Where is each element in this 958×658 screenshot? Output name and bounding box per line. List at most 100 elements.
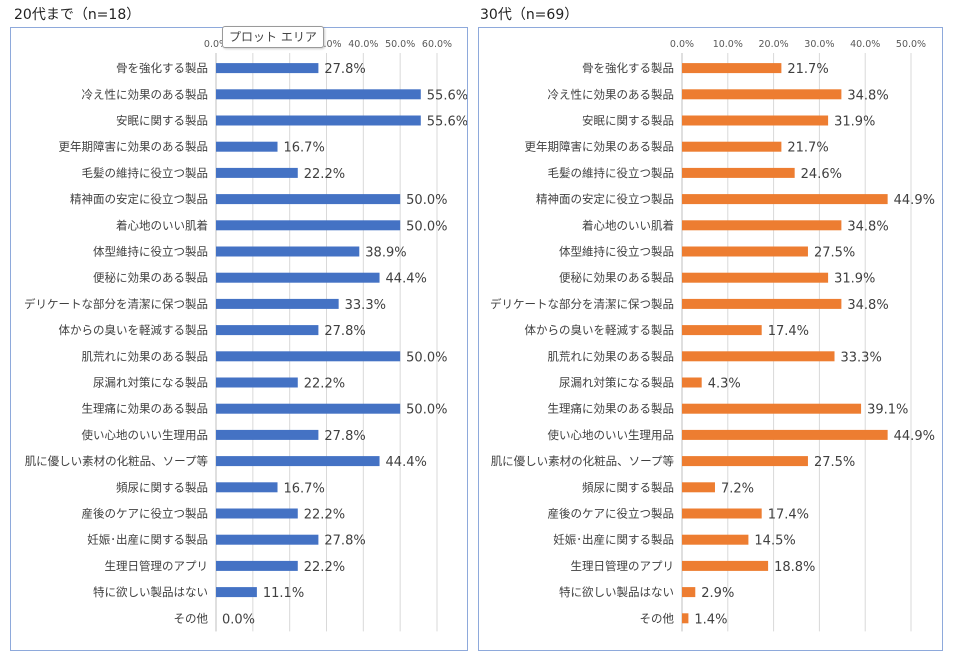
data-label: 18.8% <box>774 560 815 575</box>
bar <box>216 115 421 126</box>
bar-chart-30s: 0.0% 10.0% 20.0% 30.0% 40.0% 50.0% 骨を強化する製品 21.… <box>490 39 935 632</box>
category-label: 体型維持に役立つ製品 <box>93 245 208 259</box>
x-tick-label: 40.0% <box>850 39 880 50</box>
bar <box>216 89 421 100</box>
bar <box>682 351 835 362</box>
bar <box>216 429 319 440</box>
bar <box>682 272 829 283</box>
category-label: デリケートな部分を清潔に保つ製品 <box>490 297 674 311</box>
bar <box>682 377 702 388</box>
bar <box>216 272 380 283</box>
data-label: 22.2% <box>304 560 345 575</box>
x-tick-label: 30.0% <box>311 39 341 50</box>
data-label: 44.4% <box>386 455 427 470</box>
plot-area-tooltip: プロット エリア <box>222 26 324 48</box>
bar <box>216 63 319 74</box>
data-label: 55.6% <box>427 88 467 103</box>
category-label: 骨を強化する製品 <box>582 61 674 75</box>
category-label: 妊娠･出産に関する製品 <box>553 533 674 547</box>
data-label: 50.0% <box>406 219 447 234</box>
data-label: 21.7% <box>787 62 828 77</box>
category-label: 安眠に関する製品 <box>116 114 208 128</box>
x-tick-label: 50.0% <box>385 39 415 50</box>
x-tick-label: 20.0% <box>759 39 789 50</box>
bar <box>682 587 696 598</box>
category-label: 安眠に関する製品 <box>582 114 674 128</box>
data-label: 39.1% <box>867 403 908 418</box>
data-label: 2.9% <box>701 586 734 601</box>
bar <box>682 456 808 467</box>
data-label: 33.3% <box>345 298 386 313</box>
bar <box>682 403 862 414</box>
data-label: 22.2% <box>304 508 345 523</box>
bar <box>216 220 401 231</box>
bar <box>682 508 762 519</box>
bar <box>682 63 782 74</box>
bar <box>216 403 401 414</box>
category-label: 冷え性に効果のある製品 <box>548 87 675 101</box>
category-label: 肌に優しい素材の化粧品、ソープ等 <box>25 454 208 468</box>
category-label: 体からの臭いを軽減する製品 <box>59 323 209 337</box>
category-label: 肌荒れに効果のある製品 <box>82 349 209 363</box>
category-label: 体からの臭いを軽減する製品 <box>525 323 675 337</box>
category-label: 使い心地のいい生理用品 <box>82 428 209 442</box>
bar <box>682 325 762 336</box>
category-label: 尿漏れ対策になる製品 <box>93 376 208 390</box>
category-label: 尿漏れ対策になる製品 <box>559 376 674 390</box>
x-tick-label: 0.0% <box>204 39 228 50</box>
chart-panel-20s[interactable]: 0.0%10.0%20.0%30.0%40.0%50.0%60.0%骨を強化する… <box>10 27 468 651</box>
x-tick-label: 0.0% <box>670 39 694 50</box>
category-label: 使い心地のいい生理用品 <box>548 428 675 442</box>
category-label: 便秘に効果のある製品 <box>93 271 208 285</box>
bar <box>216 560 298 571</box>
bar <box>682 534 749 545</box>
bar <box>216 325 319 336</box>
data-label: 1.4% <box>694 612 727 627</box>
data-label: 44.9% <box>894 429 935 444</box>
bar <box>216 298 339 309</box>
x-tick-label: 30.0% <box>804 39 834 50</box>
chart-panel-30s[interactable]: 0.0% 10.0% 20.0% 30.0% 40.0% 50.0% 骨を強化する製品 21.… <box>478 27 943 651</box>
data-label: 24.6% <box>801 167 842 182</box>
bar <box>216 167 298 178</box>
bar <box>682 167 795 178</box>
category-label: 頻尿に関する製品 <box>116 480 208 494</box>
category-label: その他 <box>174 611 209 625</box>
data-label: 21.7% <box>787 141 828 156</box>
bar <box>682 115 829 126</box>
data-label: 44.9% <box>894 193 935 208</box>
bar <box>216 194 401 205</box>
chart-title-30s: 30代（n=69） <box>480 7 579 23</box>
bar <box>216 482 278 493</box>
bar <box>682 220 842 231</box>
data-label: 33.3% <box>841 350 882 365</box>
category-label: 冷え性に効果のある製品 <box>82 87 209 101</box>
category-label: 着心地のいい肌着 <box>116 218 208 232</box>
category-label: 産後のケアに役立つ製品 <box>548 507 675 521</box>
x-tick-label: 10.0% <box>713 39 743 50</box>
data-label: 31.9% <box>834 272 875 287</box>
bar <box>682 429 888 440</box>
category-label: 更年期障害に効果のある製品 <box>59 140 209 154</box>
category-label: 便秘に効果のある製品 <box>559 271 674 285</box>
bar <box>682 482 715 493</box>
category-label: 生理日管理のアプリ <box>105 559 209 573</box>
bar <box>682 89 842 100</box>
bar-chart-20s: 0.0%10.0%20.0%30.0%40.0%50.0%60.0%骨を強化する… <box>24 39 468 632</box>
bar <box>216 534 319 545</box>
category-label: 体型維持に役立つ製品 <box>559 245 674 259</box>
category-label: 生理痛に効果のある製品 <box>548 402 675 416</box>
category-label: 毛髪の維持に役立つ製品 <box>82 166 209 180</box>
category-label: 着心地のいい肌着 <box>582 218 674 232</box>
x-tick-label: 50.0% <box>896 39 926 50</box>
data-label: 50.0% <box>406 350 447 365</box>
bar <box>216 456 380 467</box>
category-label: 特に欲しい製品はない <box>93 585 208 599</box>
data-label: 27.5% <box>814 246 855 261</box>
data-label: 44.4% <box>386 272 427 287</box>
data-label: 27.8% <box>324 534 365 549</box>
x-tick-label: 60.0% <box>422 39 452 50</box>
bar <box>682 141 782 152</box>
data-label: 55.6% <box>427 115 467 130</box>
category-label: 肌荒れに効果のある製品 <box>548 349 675 363</box>
